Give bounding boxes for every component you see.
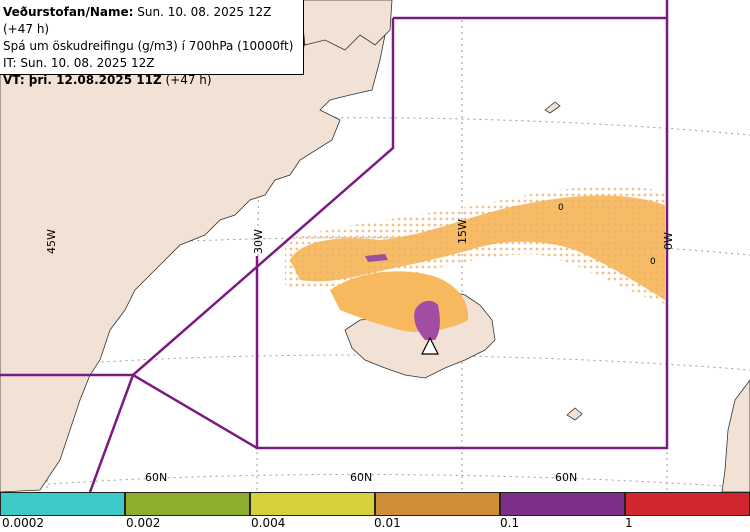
ash-plume-magenta [414, 300, 440, 340]
legend-swatch-yellow [250, 492, 375, 516]
legend-label: 0.1 [500, 516, 520, 530]
faroe-islands [566, 407, 583, 421]
legend-label: 1 [625, 516, 633, 530]
contour-label: 0 [558, 203, 564, 213]
lon-label-30w: 30W [252, 229, 265, 254]
lon-label-15w: 15W [456, 219, 469, 244]
greenland-north [299, 0, 393, 51]
lat-label-60n: 60N [555, 471, 577, 484]
volcano-triangle-icon [421, 336, 439, 355]
legend-label: 0.0002 [2, 516, 44, 530]
lat-label-60n: 60N [145, 471, 167, 484]
legend-label: 0.002 [126, 516, 161, 530]
valid-time: VT: þri. 12.08.2025 11Z [3, 73, 162, 87]
legend-swatch-red [625, 492, 750, 516]
issuer-label: Veðurstofan/Name: [3, 5, 134, 19]
concentration-legend: 0.0002 0.002 0.004 0.01 0.1 1 [0, 492, 750, 532]
lat-label-60n: 60N [350, 471, 372, 484]
legend-swatch-green [125, 492, 250, 516]
valid-offset: (+47 h) [161, 73, 212, 87]
legend-swatch-cyan [0, 492, 125, 516]
norway-coast [721, 379, 750, 492]
forecast-info-box: Veðurstofan/Name: Sun. 10. 08. 2025 12Z … [0, 0, 304, 87]
contour-label: 0 [650, 257, 656, 267]
legend-label: 0.01 [374, 516, 401, 530]
region-boundary [0, 0, 669, 492]
lon-label-0w: 0W [662, 232, 675, 250]
legend-swatch-orange [375, 492, 500, 516]
ash-dispersion-map: 0 0 45W 30W 15W 0W 60N 60N 60N [0, 0, 750, 492]
legend-swatch-purple [500, 492, 625, 516]
issue-time: IT: Sun. 10. 08. 2025 12Z [3, 56, 155, 70]
lon-label-45w: 45W [45, 229, 58, 254]
product-description: Spá um öskudreifingu (g/m3) í 700hPa (10… [3, 39, 294, 53]
ash-plume-small-magenta [365, 254, 388, 262]
jan-mayen [544, 101, 561, 114]
run-time: Sun. 10. 08. 2025 12Z (+47 h) [3, 5, 272, 36]
legend-label: 0.004 [251, 516, 286, 530]
